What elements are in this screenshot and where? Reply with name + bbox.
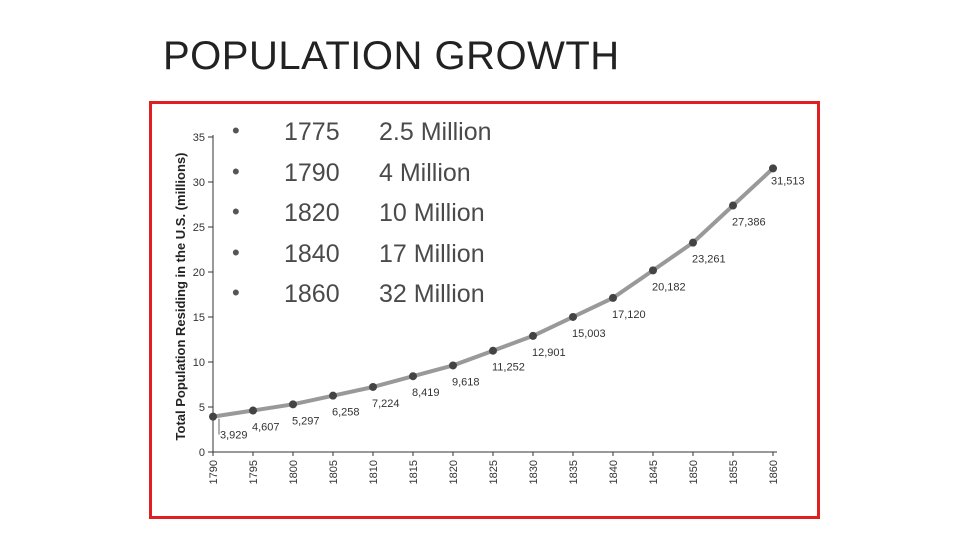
data-point (689, 238, 697, 247)
y-tick-label: 20 (193, 267, 205, 279)
data-label: 9,618 (452, 376, 480, 388)
y-tick-label: 10 (193, 357, 205, 369)
x-tick-label: 1840 (608, 460, 620, 484)
y-tick-label: 35 (193, 132, 205, 144)
data-label: 31,513 (771, 175, 805, 187)
data-label: 17,120 (612, 309, 646, 321)
data-label: 3,929 (220, 430, 248, 442)
data-point (249, 406, 257, 415)
bullet-population: 4 Million (379, 158, 471, 187)
bullet-dot: • (232, 280, 240, 305)
x-tick-label: 1855 (728, 460, 740, 484)
data-label: 11,252 (492, 362, 525, 374)
data-label: 23,261 (692, 254, 726, 266)
data-label: 20,182 (652, 281, 686, 293)
data-point (369, 382, 377, 391)
bullet-population: 32 Million (379, 280, 485, 308)
x-tick-label: 1830 (528, 460, 540, 484)
data-label: 6,258 (332, 407, 360, 419)
bullet-year: 1775 (284, 118, 340, 146)
data-point (649, 266, 657, 275)
bullet-year: 1790 (284, 158, 340, 187)
x-tick-label: 1835 (568, 460, 580, 484)
y-tick-label: 15 (193, 312, 205, 324)
x-tick-label: 1820 (448, 460, 460, 484)
x-tick-label: 1850 (688, 460, 700, 484)
x-tick-label: 1790 (208, 460, 220, 484)
data-label: 15,003 (572, 328, 606, 340)
data-point (489, 346, 497, 355)
x-tick-label: 1845 (648, 460, 660, 484)
y-tick-label: 25 (193, 222, 205, 234)
data-point (289, 400, 297, 409)
data-point (329, 391, 337, 400)
data-point (449, 361, 457, 370)
y-tick-label: 0 (199, 447, 205, 459)
data-point (569, 312, 577, 321)
bullet-year: 1840 (284, 239, 340, 268)
bullet-dot: • (232, 239, 240, 265)
data-point (209, 412, 217, 421)
data-label: 27,386 (732, 217, 766, 229)
x-tick-label: 1810 (368, 460, 380, 484)
x-tick-label: 1795 (248, 460, 260, 484)
bullet-population: 17 Million (379, 239, 485, 268)
data-point (609, 293, 617, 302)
data-label: 7,224 (372, 398, 400, 410)
bullet-dot: • (232, 158, 240, 184)
x-tick-label: 1825 (488, 460, 500, 484)
y-tick-label: 30 (193, 177, 205, 189)
x-tick-label: 1800 (288, 460, 300, 484)
bullet-dot: • (232, 118, 240, 143)
bullet-population: 10 Million (379, 199, 485, 227)
y-axis-title: Total Population Residing in the U.S. (m… (173, 153, 188, 441)
bullet-year: 1860 (284, 280, 340, 308)
data-point (769, 164, 777, 173)
data-point (409, 372, 417, 381)
y-tick-label: 5 (199, 402, 205, 414)
bullet-year: 1820 (284, 199, 340, 227)
data-label: 4,607 (252, 422, 280, 434)
chart-frame (149, 101, 820, 519)
bullet-population: 2.5 Million (379, 118, 492, 146)
bullet-dot: • (232, 199, 240, 224)
slide-title: POPULATION GROWTH (163, 34, 620, 78)
x-tick-label: 1805 (328, 460, 340, 484)
data-label: 12,901 (532, 347, 566, 359)
data-label: 5,297 (292, 415, 320, 427)
data-point (529, 331, 537, 340)
data-point (729, 201, 737, 210)
x-tick-label: 1815 (408, 460, 420, 484)
data-label: 8,419 (412, 387, 440, 399)
x-tick-label: 1860 (768, 460, 780, 484)
